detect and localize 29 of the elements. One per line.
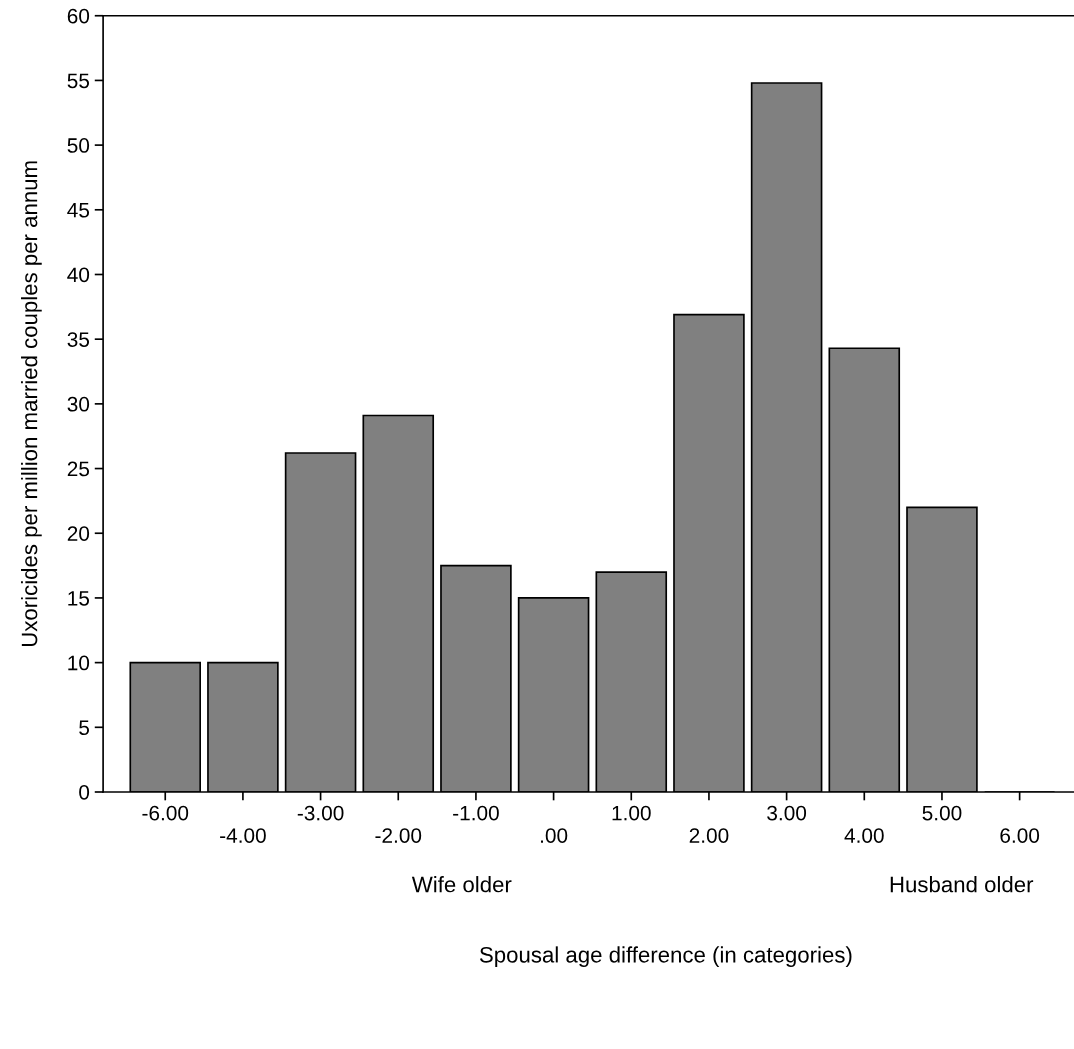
x-tick-label: 2.00 bbox=[689, 828, 729, 843]
x-tick-label: -1.00 bbox=[453, 805, 499, 821]
text: Spousal age difference (in categories) bbox=[479, 946, 852, 968]
x-tick-label: 1.00 bbox=[612, 805, 651, 821]
x-tick-label: -3.00 bbox=[297, 805, 344, 821]
y-tick-label: 45 bbox=[67, 203, 90, 218]
x-tick-label: 5.00 bbox=[922, 805, 962, 821]
y-tick-label: 20 bbox=[67, 526, 90, 541]
x-tick-label: -2.00 bbox=[375, 828, 422, 843]
y-tick-label: 55 bbox=[67, 73, 90, 89]
y-tick-label: 25 bbox=[67, 461, 90, 477]
y-tick-label: 30 bbox=[67, 396, 90, 412]
y-tick-label: 15 bbox=[68, 591, 90, 606]
x-tick-label: 4.00 bbox=[844, 828, 884, 843]
x-tick-label: 3.00 bbox=[767, 805, 807, 821]
y-tick-label: 5 bbox=[79, 720, 90, 736]
x-tick-label: 6.00 bbox=[1000, 828, 1040, 843]
y-tick-label: 40 bbox=[67, 267, 90, 283]
x-tick-label: -4.00 bbox=[220, 828, 266, 843]
y-tick-label: 10 bbox=[68, 655, 90, 671]
y-tick-label: 0 bbox=[79, 785, 90, 800]
x-tick-label: .00 bbox=[541, 828, 568, 843]
x-tick-label: -6.00 bbox=[142, 805, 189, 821]
text: Husband older bbox=[890, 876, 1034, 893]
y-axis-title: Uxoricides per million married couples per annum bbox=[21, 161, 42, 647]
y-tick-label: 50 bbox=[67, 138, 90, 153]
y-tick-label: 35 bbox=[67, 332, 90, 347]
text: Wife older bbox=[411, 876, 512, 893]
y-tick-label: 60 bbox=[67, 8, 90, 24]
